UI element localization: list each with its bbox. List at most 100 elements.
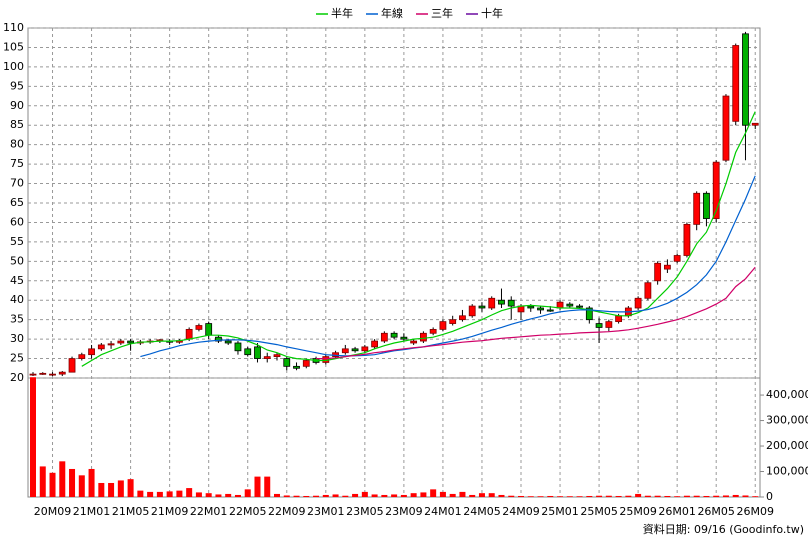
volume-bar <box>322 494 329 497</box>
candle-body <box>49 373 56 376</box>
y-tick-label: 100 <box>3 60 24 73</box>
candle-body <box>722 95 730 161</box>
volume-bar <box>303 495 310 497</box>
volume-bar <box>186 488 193 497</box>
candle-body <box>205 323 213 336</box>
candle-body <box>751 122 759 126</box>
candle-body <box>546 309 554 312</box>
candle-body <box>673 255 681 262</box>
volume-bar <box>283 495 290 497</box>
x-tick-label: 22M05 <box>229 505 267 518</box>
candle-body <box>585 307 593 321</box>
y-tick-label: 50 <box>10 254 24 267</box>
volume-bar <box>566 496 573 497</box>
candle-body <box>351 348 359 352</box>
volume-bar <box>391 494 398 497</box>
source-note: 資料日期: 09/16 (Goodinfo.tw) <box>643 522 804 536</box>
candle-body <box>302 360 310 367</box>
volume-bar <box>635 493 642 497</box>
x-tick-label: 26M05 <box>697 505 735 518</box>
candle-body <box>605 321 613 328</box>
volume-bar <box>576 496 583 497</box>
candle-body <box>390 332 398 338</box>
volume-bar <box>605 495 612 497</box>
y-tick-label: 70 <box>10 177 24 190</box>
candle-body <box>234 342 242 352</box>
volume-bar <box>586 495 593 497</box>
volume-bar <box>703 495 710 497</box>
candle-body <box>654 262 662 282</box>
volume-bar <box>293 495 300 497</box>
y-tick-label: 20 <box>10 371 24 384</box>
candle-body <box>468 305 476 317</box>
candle-body <box>429 328 437 334</box>
y2-tick-label: 100,000 <box>766 465 808 478</box>
volume-bar <box>527 496 534 497</box>
y-tick-label: 35 <box>10 313 24 326</box>
volume-bar <box>654 495 661 497</box>
volume-bar <box>371 494 378 497</box>
candle-body <box>195 325 203 330</box>
volume-bar <box>459 491 466 497</box>
x-tick-label: 25M01 <box>541 505 579 518</box>
volume-bar <box>127 479 134 497</box>
y-tick-label: 95 <box>10 79 24 92</box>
candle-body <box>254 346 261 359</box>
candle-body <box>576 305 583 308</box>
candle-body <box>58 371 66 375</box>
volume-bar <box>244 489 251 497</box>
candle-body <box>107 343 115 346</box>
x-tick-label: 21M05 <box>112 505 150 518</box>
candle-body <box>478 305 486 309</box>
x-tick-label: 25M05 <box>580 505 618 518</box>
y-tick-label: 80 <box>10 138 24 151</box>
candle-body <box>273 354 281 358</box>
volume-bar <box>30 377 36 497</box>
candle-body <box>410 340 418 344</box>
candle-body <box>507 299 515 307</box>
x-tick-label: 26M09 <box>736 505 774 518</box>
candle-body <box>439 321 447 330</box>
volume-bar <box>713 495 720 497</box>
legend-label: 半年 <box>331 6 353 20</box>
x-tick-label: 24M09 <box>502 505 540 518</box>
volume-bar <box>147 491 154 497</box>
volume-bar <box>361 491 368 497</box>
y-tick-label: 25 <box>10 352 24 365</box>
volume-bar <box>49 472 56 497</box>
candle-body <box>693 192 701 225</box>
candle-body <box>263 356 271 359</box>
x-tick-label: 22M01 <box>190 505 228 518</box>
candle-body <box>341 348 349 354</box>
volume-bar <box>615 495 622 497</box>
volume-bar <box>195 492 202 497</box>
candle-body <box>97 344 105 350</box>
x-tick-label: 26M01 <box>658 505 696 518</box>
volume-bar <box>547 495 554 497</box>
candle-body <box>419 332 427 342</box>
volume-bar <box>537 496 544 497</box>
legend-label: 三年 <box>431 6 453 20</box>
candle-body <box>117 340 125 344</box>
volume-bar <box>400 494 407 497</box>
candle-body <box>615 315 622 323</box>
y-tick-label: 90 <box>10 99 24 112</box>
volume-bar <box>674 496 681 497</box>
volume-bar <box>693 495 700 497</box>
x-tick-label: 23M09 <box>385 505 423 518</box>
ma-line <box>316 266 756 360</box>
x-tick-label: 23M01 <box>307 505 345 518</box>
volume-bar <box>234 494 241 497</box>
x-tick-label: 21M01 <box>73 505 111 518</box>
volume-bar <box>274 493 280 497</box>
y-tick-label: 40 <box>10 293 24 306</box>
candle-body <box>400 336 408 340</box>
y2-tick-label: 0 <box>766 490 773 503</box>
candle-body <box>703 192 710 219</box>
volume-bar <box>625 495 632 497</box>
volume-bar <box>752 496 759 497</box>
candle-body <box>371 340 379 348</box>
volume-bar <box>742 495 749 497</box>
volume-bar <box>518 495 524 497</box>
x-tick-label: 24M01 <box>424 505 462 518</box>
